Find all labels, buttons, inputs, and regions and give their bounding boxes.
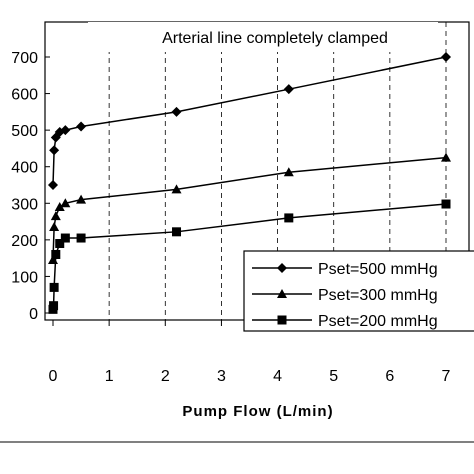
grid-lines xyxy=(108,22,447,320)
y-tick-label: 700 xyxy=(11,50,38,67)
data-point xyxy=(54,201,65,211)
x-tick-label: 1 xyxy=(105,368,114,385)
x-tick-label: 2 xyxy=(161,368,170,385)
data-point xyxy=(441,52,451,62)
y-tick-label: 600 xyxy=(11,87,38,104)
data-point xyxy=(283,84,294,95)
data-point xyxy=(60,233,70,243)
y-tick-label: 200 xyxy=(11,233,38,250)
legend-label: Pset=300 mmHg xyxy=(318,287,438,304)
legend-marker xyxy=(277,263,287,273)
legend: Pset=500 mmHg Pset=300 mmHg Pset=200 mmHg xyxy=(243,250,474,332)
title-box xyxy=(88,22,438,52)
y-tick-label: 500 xyxy=(11,123,38,140)
data-point xyxy=(76,233,86,243)
data-point xyxy=(171,184,182,194)
chart-title: Arterial line completely clamped xyxy=(162,30,388,47)
data-point xyxy=(55,239,65,249)
data-point xyxy=(49,301,59,311)
data-point xyxy=(76,121,87,132)
data-point xyxy=(49,145,60,156)
data-point xyxy=(76,194,87,204)
data-point xyxy=(441,152,451,162)
y-tick-label: 300 xyxy=(11,196,38,213)
data-point xyxy=(171,106,182,117)
data-point xyxy=(283,167,294,177)
x-tick-label: 5 xyxy=(329,368,338,385)
x-tick-label: 6 xyxy=(385,368,394,385)
data-point xyxy=(284,213,294,223)
x-axis-label: Pump Flow (L/min) xyxy=(182,403,333,420)
y-axis-ticks: 0 100 200 300 400 500 600 700 xyxy=(11,50,50,323)
data-point xyxy=(60,198,71,208)
legend-marker xyxy=(277,289,287,298)
series-layer xyxy=(48,52,451,314)
legend-marker xyxy=(277,315,287,325)
x-tick-label: 3 xyxy=(217,368,226,385)
x-tick-label: 7 xyxy=(442,368,451,385)
data-point xyxy=(48,180,58,190)
legend-label: Pset=500 mmHg xyxy=(318,261,438,278)
data-point xyxy=(51,249,61,259)
legend-label: Pset=200 mmHg xyxy=(318,313,438,330)
series-triangle xyxy=(48,152,451,264)
y-tick-label: 0 xyxy=(29,306,38,323)
data-point xyxy=(172,227,182,237)
data-point xyxy=(49,282,59,292)
x-tick-label: 4 xyxy=(273,368,282,385)
y-tick-label: 100 xyxy=(11,269,38,286)
series-square xyxy=(48,199,451,314)
data-point xyxy=(60,125,71,136)
data-point xyxy=(50,211,61,221)
x-tick-label: 0 xyxy=(49,368,58,385)
y-tick-label: 400 xyxy=(11,160,38,177)
series-diamond xyxy=(48,52,451,190)
data-point xyxy=(441,199,451,209)
data-point xyxy=(49,222,60,232)
